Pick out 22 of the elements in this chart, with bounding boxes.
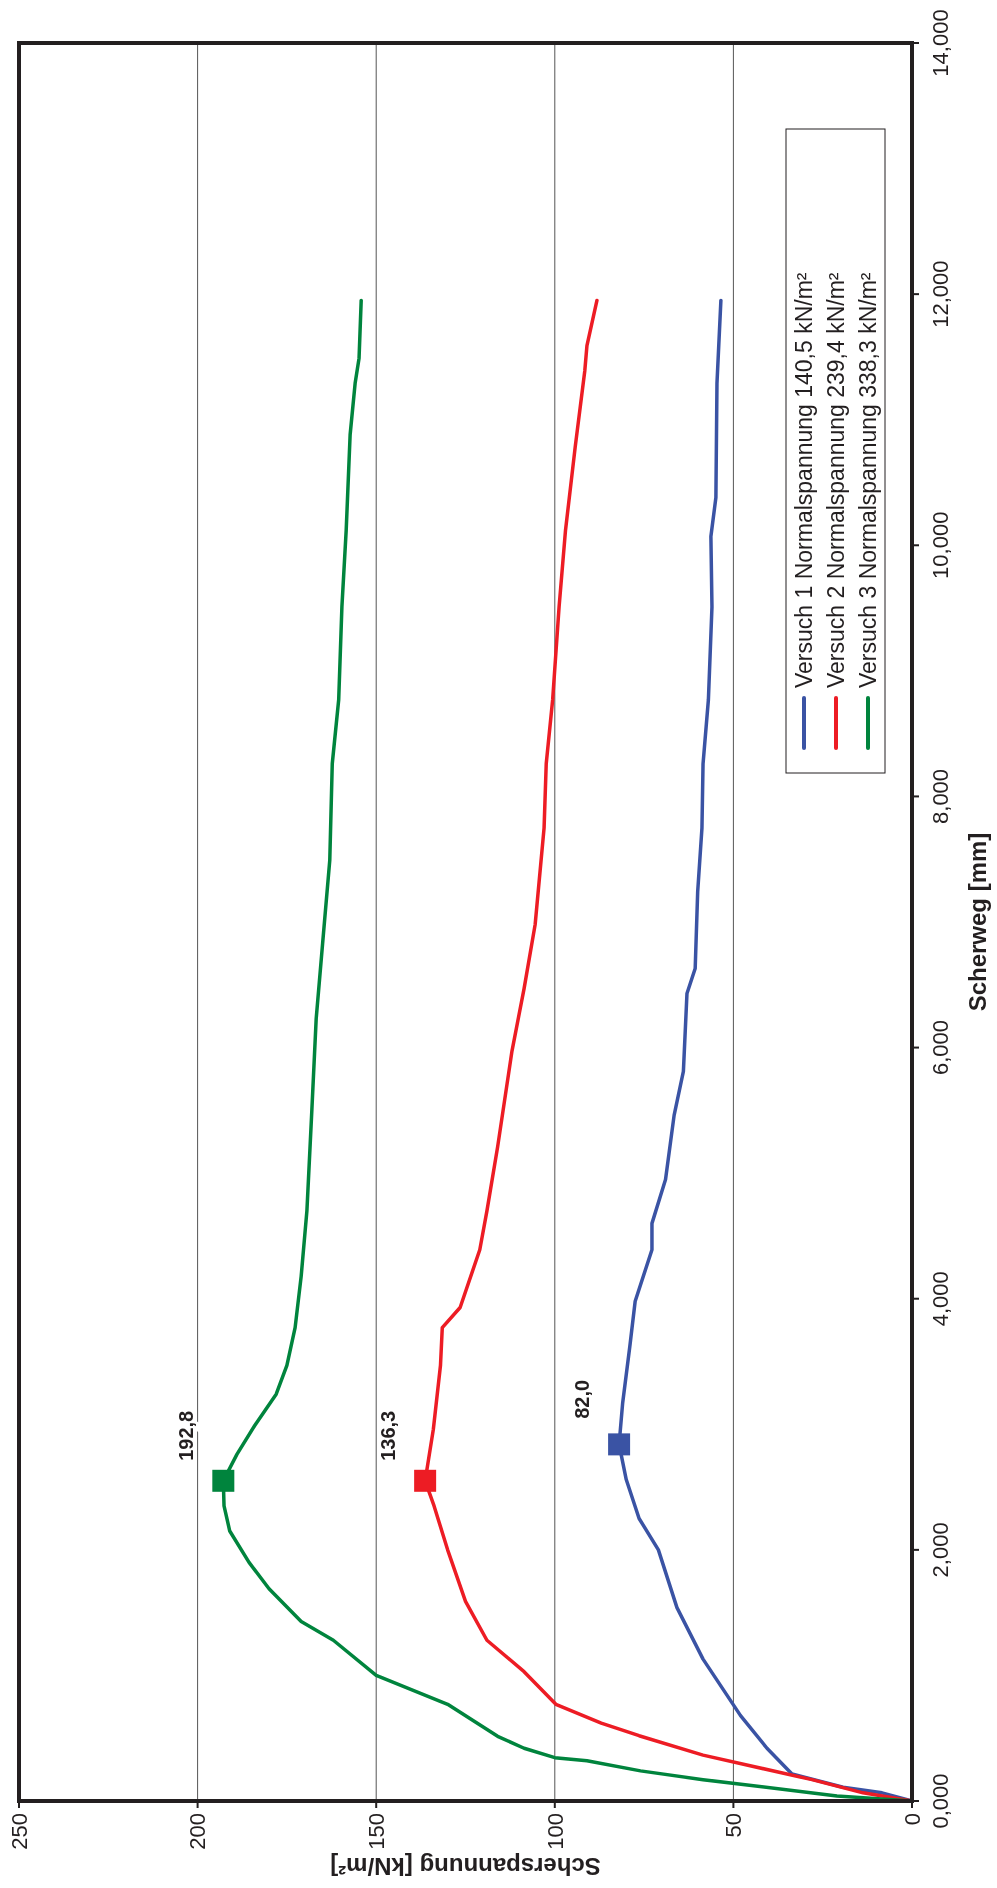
y-tick-label: 2,000 bbox=[928, 1522, 953, 1578]
y-tick-label: 14,000 bbox=[928, 9, 953, 77]
x-tick-label: 100 bbox=[542, 1813, 568, 1850]
annotation: 136,3 bbox=[377, 1410, 400, 1461]
annotation: 192,8 bbox=[175, 1410, 198, 1461]
x-tick-label: 0 bbox=[899, 1813, 925, 1826]
text: Versuch 1 Normalspannung 140,5 kN/m² bbox=[791, 272, 818, 688]
y-tick-label: 8,000 bbox=[928, 768, 953, 824]
y-tick-label: 6,000 bbox=[928, 1020, 953, 1076]
y-tick-label: 12,000 bbox=[928, 260, 953, 328]
y-tick-label: 0,000 bbox=[928, 1773, 953, 1829]
text: Versuch 2 Normalspannung 239,4 kN/m² bbox=[823, 272, 850, 688]
text: Versuch 3 Normalspannung 338,3 kN/m² bbox=[855, 272, 882, 688]
x-tick-label: 200 bbox=[185, 1813, 211, 1850]
y-tick-label: 4,000 bbox=[928, 1271, 953, 1327]
x-tick-label: 150 bbox=[363, 1813, 389, 1850]
annotation: 82,0 bbox=[571, 1379, 594, 1419]
x-axis-title: Scherspannung [kN/m²] bbox=[330, 1852, 601, 1880]
y-axis-title: Scherweg [mm] bbox=[964, 832, 991, 1012]
x-tick-label: 50 bbox=[721, 1813, 747, 1838]
y-tick-label: 10,000 bbox=[928, 511, 953, 579]
x-tick-label: 250 bbox=[6, 1813, 32, 1850]
